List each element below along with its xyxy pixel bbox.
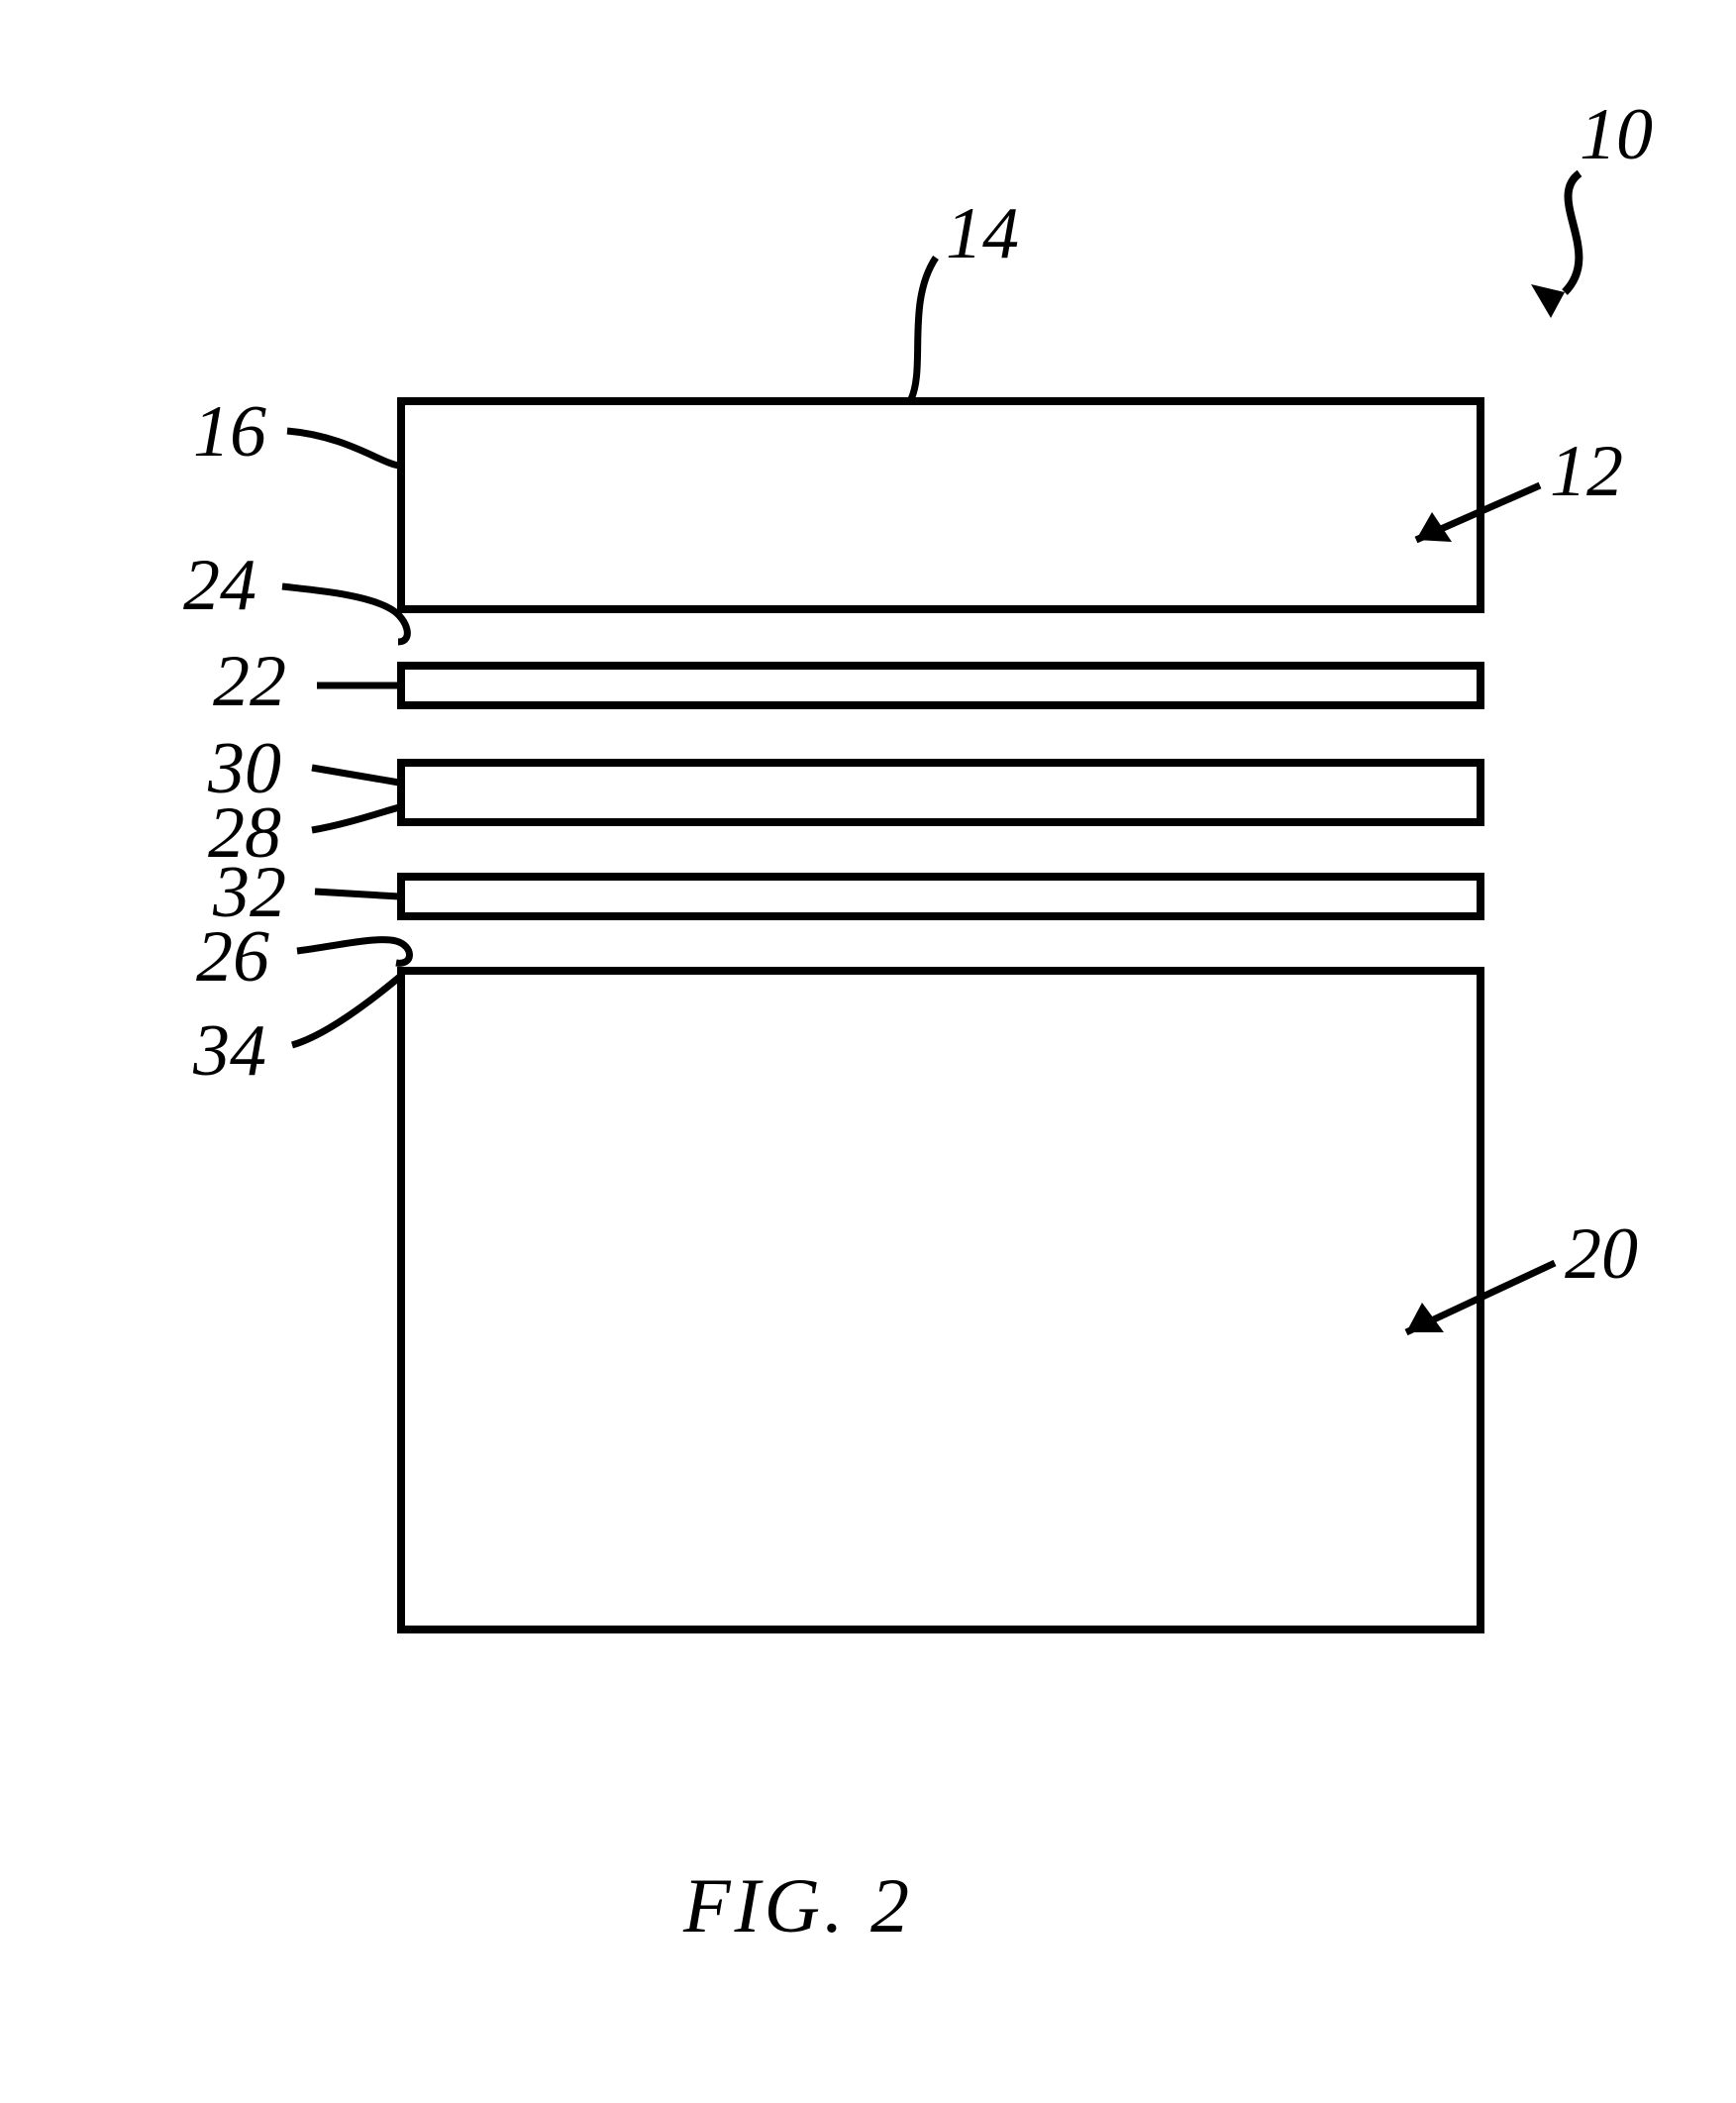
leader-14 (911, 258, 936, 399)
leader-34 (292, 976, 401, 1045)
figure-2-diagram: 10 14 16 12 24 22 30 28 32 26 34 20 FIG.… (0, 0, 1736, 2103)
leader-28 (312, 807, 399, 830)
leader-26 (297, 940, 410, 964)
label-24: 24 (183, 545, 256, 626)
label-12: 12 (1550, 431, 1623, 512)
label-14: 14 (946, 193, 1019, 274)
leader-10-arrow (1531, 284, 1565, 318)
strip-1 (401, 666, 1481, 705)
leader-32 (315, 892, 399, 896)
top-block (401, 401, 1481, 609)
label-16: 16 (193, 391, 266, 473)
label-26: 26 (196, 916, 269, 998)
figure-caption: FIG. 2 (682, 1862, 913, 1948)
label-34: 34 (192, 1010, 266, 1092)
leader-16 (287, 431, 399, 466)
label-20: 20 (1565, 1213, 1638, 1295)
leader-24 (282, 586, 407, 642)
leader-30 (312, 768, 399, 783)
strip-2 (401, 763, 1481, 822)
leader-10 (1565, 173, 1580, 292)
label-10: 10 (1580, 94, 1653, 175)
strip-3 (401, 877, 1481, 916)
label-22: 22 (213, 641, 286, 722)
bottom-block (401, 971, 1481, 1630)
